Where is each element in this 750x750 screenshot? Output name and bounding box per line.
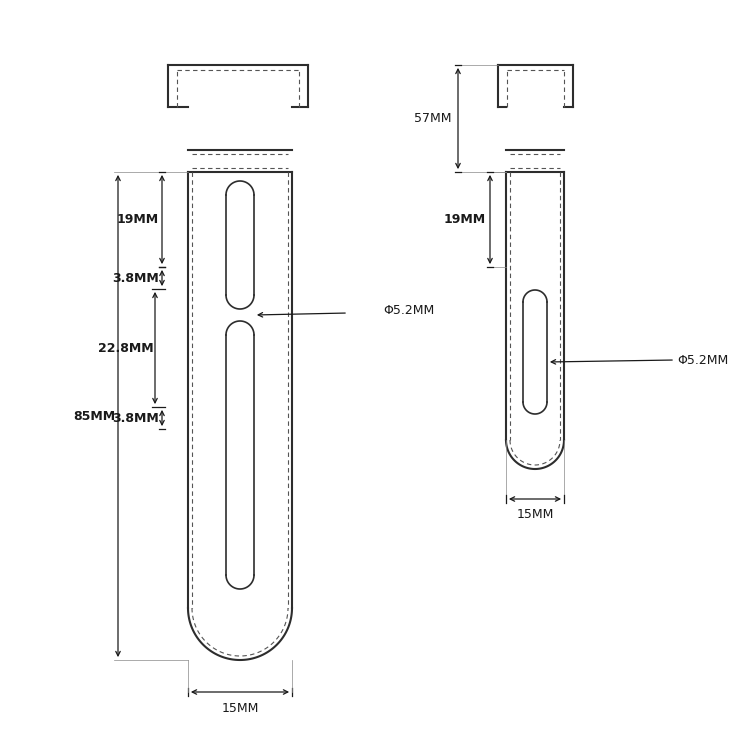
Text: 19MM: 19MM bbox=[444, 213, 486, 226]
Text: 85MM: 85MM bbox=[73, 410, 115, 422]
Text: 57MM: 57MM bbox=[414, 112, 452, 125]
Text: Φ5.2MM: Φ5.2MM bbox=[677, 353, 728, 367]
Text: 3.8MM: 3.8MM bbox=[112, 412, 159, 424]
Text: Φ5.2MM: Φ5.2MM bbox=[383, 304, 434, 317]
Text: 3.8MM: 3.8MM bbox=[112, 272, 159, 284]
Text: 15MM: 15MM bbox=[221, 701, 259, 715]
Text: 19MM: 19MM bbox=[117, 213, 159, 226]
Text: 15MM: 15MM bbox=[516, 509, 554, 521]
Text: 22.8MM: 22.8MM bbox=[98, 341, 154, 355]
